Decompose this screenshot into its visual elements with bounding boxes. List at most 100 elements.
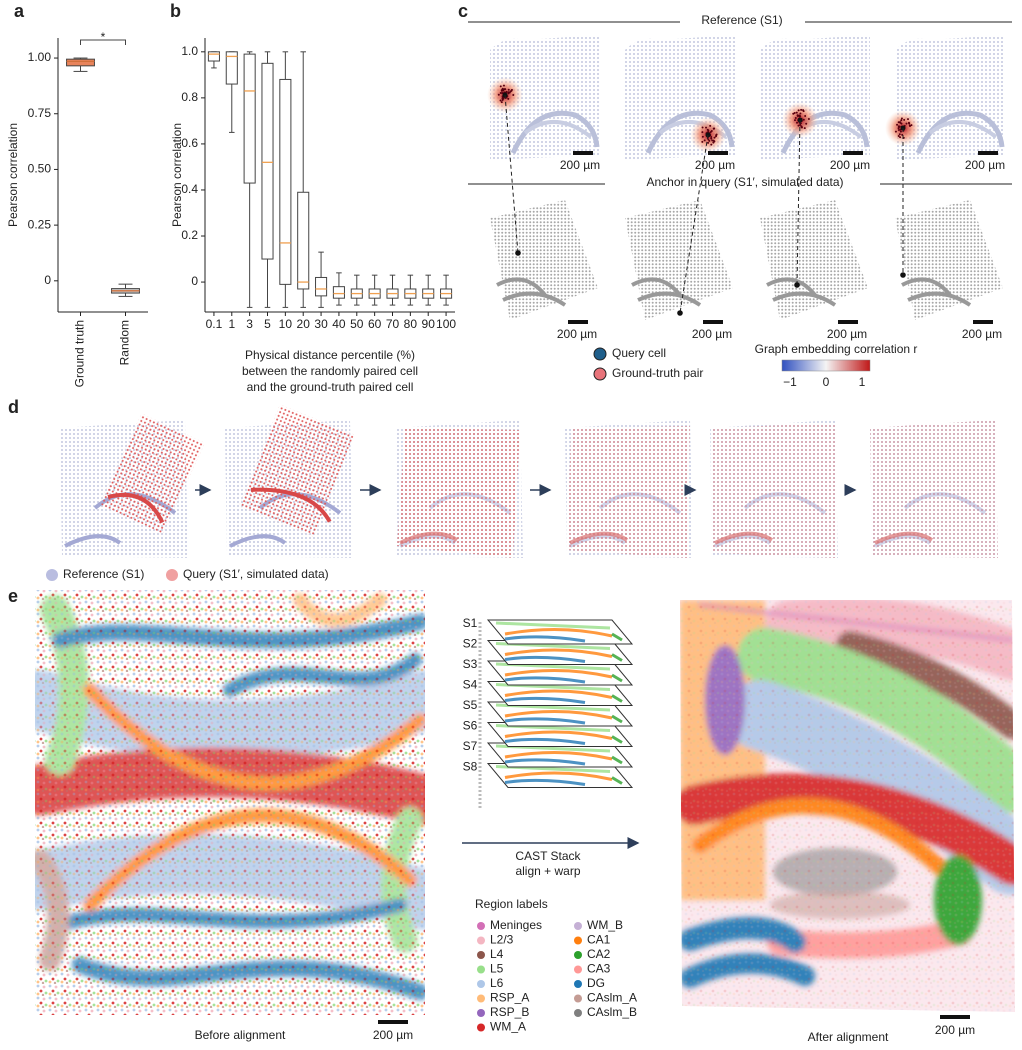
y-tick-label: 1.0 [181,44,198,58]
slice-region [504,689,613,699]
slice-label: S3 [463,657,478,671]
query-cell [794,282,800,288]
hot-cell [502,84,505,87]
hippocampus [631,277,702,307]
slice-region [504,730,613,740]
lower-whisker [354,298,360,306]
lower-whisker [371,298,378,306]
legend-label: L2/3 [490,933,514,947]
hot-cell [908,124,911,127]
lower-whisker [389,298,396,306]
hot-cell [796,115,799,118]
x-tick-label: 10 [279,317,293,331]
legend-label: RSP_B [490,1005,529,1019]
hot-cell [701,126,704,129]
y-tick-label: 0.2 [181,228,198,242]
x-axis-label: Physical distance percentile (%) [245,348,415,362]
slice-region [504,717,586,725]
legend-marker [574,965,582,974]
legend-marker [166,569,178,581]
scale-bar-label: 200 µm [695,158,735,172]
hot-cell [799,115,802,118]
reference-section [760,35,870,160]
legend-label: Meninges [490,918,542,932]
hot-cell [500,89,503,92]
legend-marker [477,1009,485,1017]
lower-whisker [300,288,306,308]
reference-section [895,35,1005,160]
box [332,286,345,299]
box [279,78,292,285]
hot-cell [799,123,802,126]
hot-cell [797,109,800,112]
query-section [397,428,520,558]
hot-cell [499,91,502,94]
slice-region [611,776,623,785]
section-title: Anchor in query (S1′, simulated data) [646,175,843,189]
query-section [870,420,998,558]
box [315,276,328,297]
query-section [760,200,868,320]
hot-cell [796,121,799,124]
colorbar [781,359,871,372]
hot-cell [897,121,900,124]
hot-cell [900,122,903,125]
slice-label: S7 [463,739,478,753]
hot-cell [907,121,910,124]
box [225,51,238,85]
query-hippocampus [714,531,774,545]
stack-slice [486,742,634,768]
slice-label: S5 [463,698,478,712]
y-tick-label: 0.4 [181,182,198,196]
scale-bar [973,320,993,324]
stack-slice [486,619,634,645]
query-section [567,426,690,558]
legend-marker [574,951,582,959]
x-tick-label: 5 [264,317,271,331]
slice-region [504,696,586,704]
legend-marker [477,1023,485,1032]
legend-marker [593,367,607,381]
upper-whisker [336,272,342,287]
slice-region [495,621,611,630]
scale-bar [843,151,863,155]
query-section [712,423,835,558]
y-tick-label: 0.25 [28,217,52,231]
slice-region [504,758,586,766]
query-hippocampus [569,531,629,545]
hot-cell [709,124,712,127]
box [66,58,95,67]
panel-letter: d [8,397,19,417]
hot-cell [795,111,798,114]
hot-cell [900,117,903,120]
section-title: Reference (S1) [701,13,782,27]
colorbar-tick-label: −1 [783,375,797,389]
upper-whisker [407,274,414,289]
hot-cell [701,140,704,143]
legend-label: CAslm_A [587,991,637,1005]
panel-letter: b [170,1,181,21]
x-tick-label: 30 [314,317,328,331]
x-tick-label: 70 [386,317,400,331]
legend-label: L4 [490,947,504,961]
lower-whisker [336,298,342,306]
hot-cell [507,88,510,91]
dots-overlay [35,590,425,1015]
hot-cell [802,118,805,121]
hippocampus [928,119,998,139]
stack-slice [486,640,634,665]
colorbar-tick-label: 1 [859,375,866,389]
hot-cell [894,130,897,133]
panel-letter: c [458,1,468,21]
query-hippocampus [399,531,459,545]
hot-cell [793,119,796,122]
lower-whisker [318,295,324,308]
lower-whisker [407,298,414,306]
after-image [680,600,1015,1012]
box [207,51,220,62]
legend-marker [477,965,485,974]
lower-whisker [73,65,88,72]
hot-cell [507,92,510,95]
hot-cell [708,139,711,142]
legend-label: CAslm_B [587,1005,637,1019]
